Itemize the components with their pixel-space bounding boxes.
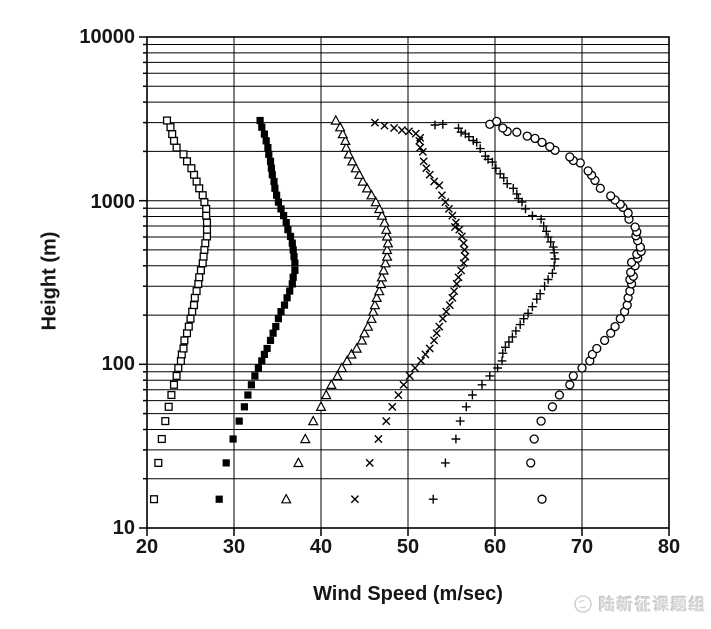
x-tick-label-60: 60 bbox=[483, 536, 507, 558]
y-tick-label-100: 100 bbox=[101, 353, 135, 375]
watermark: 陆新征课题组 bbox=[572, 591, 707, 615]
gridlines bbox=[147, 37, 669, 528]
watermark-text: 陆新征课题组 bbox=[598, 597, 707, 614]
x-tick-label-30: 30 bbox=[222, 536, 246, 558]
y-tick-label-10: 10 bbox=[112, 517, 135, 539]
series-open-circle bbox=[485, 116, 646, 504]
y-tick-label-10000: 10000 bbox=[79, 26, 135, 48]
x-tick-label-40: 40 bbox=[309, 536, 333, 558]
x-tick-label-80: 80 bbox=[657, 536, 681, 558]
series-filled-square bbox=[215, 116, 299, 503]
data-series bbox=[149, 114, 646, 504]
series-open-square bbox=[149, 116, 212, 504]
x-tick-label-20: 20 bbox=[135, 536, 159, 558]
watermark-logo-icon bbox=[574, 595, 592, 613]
y-tick-label-1000: 1000 bbox=[90, 191, 136, 213]
series-cross-x bbox=[350, 118, 470, 504]
x-tick-label-50: 50 bbox=[396, 536, 420, 558]
x-tick-label-70: 70 bbox=[570, 536, 594, 558]
y-axis-title: Height (m) bbox=[38, 231, 61, 331]
plot-frame bbox=[146, 36, 670, 529]
series-open-triangle bbox=[280, 114, 394, 504]
x-axis-title: Wind Speed (m/sec) bbox=[313, 583, 503, 605]
series-plus bbox=[428, 119, 560, 504]
